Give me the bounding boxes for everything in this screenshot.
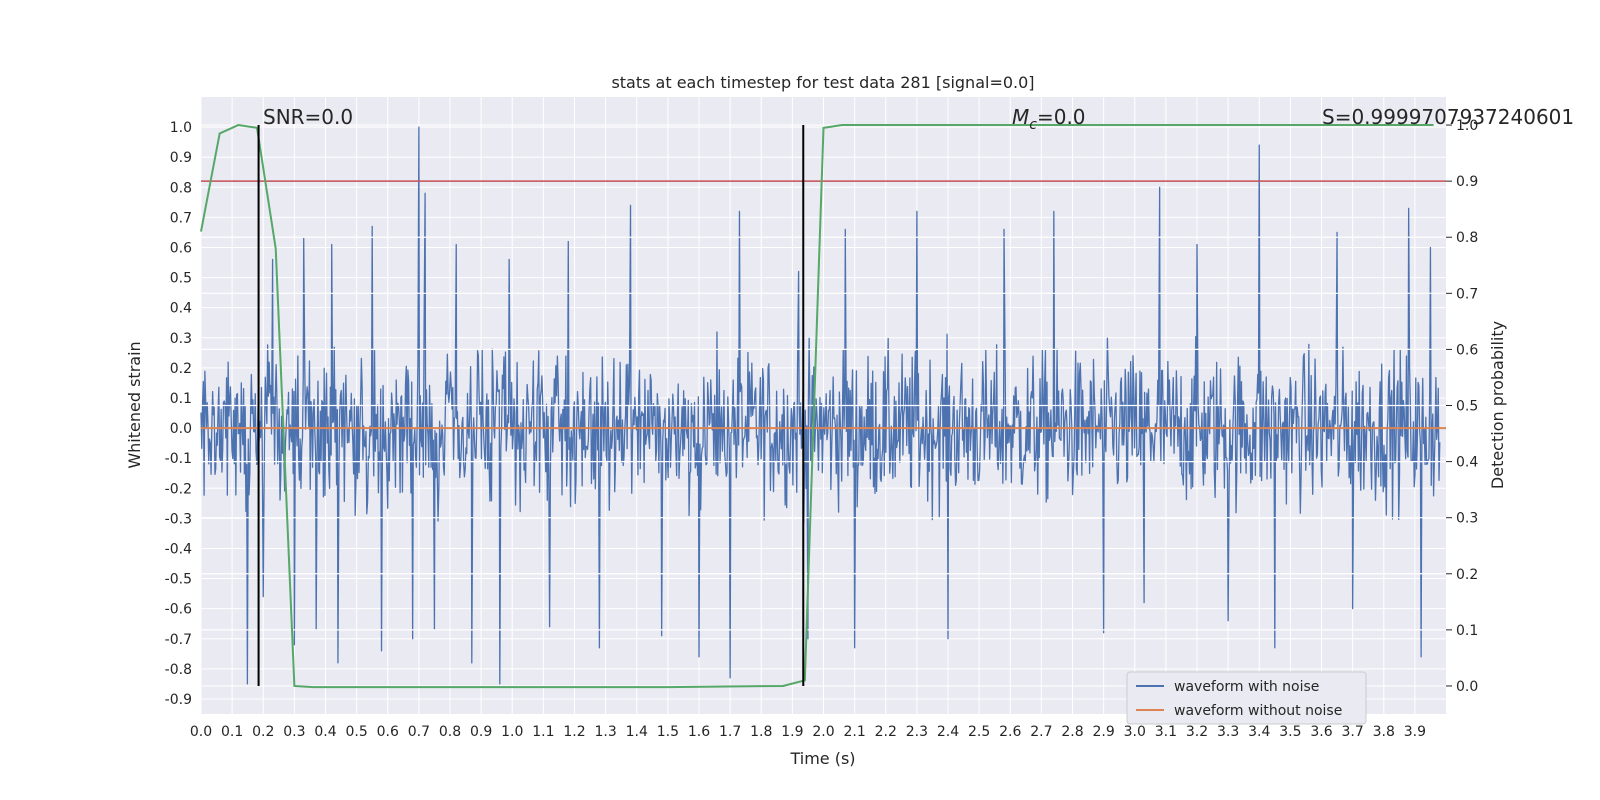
legend: waveform with noise waveform without noi… xyxy=(1126,671,1367,725)
x-tick-label-18: 1.8 xyxy=(750,724,772,740)
x-tick-label-5: 0.5 xyxy=(345,724,367,740)
y2-tick-label-4: 0.4 xyxy=(1456,455,1478,471)
x-tick-label-22: 2.2 xyxy=(875,724,897,740)
y-tick-label-19: 1.0 xyxy=(170,120,192,136)
s-annotation: S=0.9999707937240601 xyxy=(1322,105,1574,129)
y2-tick-label-7: 0.7 xyxy=(1456,286,1478,302)
x-tick-label-27: 2.7 xyxy=(1030,724,1052,740)
y2-tick-label-9: 0.9 xyxy=(1456,174,1478,190)
y-tick-label-8: -0.1 xyxy=(165,451,192,467)
y-tick-label-14: 0.5 xyxy=(170,271,192,287)
x-tick-label-13: 1.3 xyxy=(594,724,616,740)
y2-tick-label-0: 0.0 xyxy=(1456,679,1478,695)
y2-tick-label-8: 0.8 xyxy=(1456,230,1478,246)
x-tick-label-29: 2.9 xyxy=(1092,724,1114,740)
y-tick-label-16: 0.7 xyxy=(170,210,192,226)
legend-label-noise: waveform with noise xyxy=(1174,679,1319,695)
x-tick-label-1: 0.1 xyxy=(221,724,243,740)
x-tick-label-17: 1.7 xyxy=(719,724,741,740)
y-axis-label: Whitened strain xyxy=(125,341,144,468)
x-tick-label-26: 2.6 xyxy=(999,724,1021,740)
y-tick-label-0: -0.9 xyxy=(165,692,192,708)
snr-annotation: SNR=0.0 xyxy=(263,105,353,129)
chart-title: stats at each timestep for test data 281… xyxy=(611,73,1034,92)
x-axis-label: Time (s) xyxy=(789,749,855,768)
x-tick-label-12: 1.2 xyxy=(563,724,585,740)
x-tick-label-39: 3.9 xyxy=(1404,724,1426,740)
y2-tick-label-6: 0.6 xyxy=(1456,342,1478,358)
y-tick-label-17: 0.8 xyxy=(170,180,192,196)
y-tick-label-1: -0.8 xyxy=(165,662,192,678)
legend-box xyxy=(1126,671,1367,725)
x-tick-label-11: 1.1 xyxy=(532,724,554,740)
x-tick-label-0: 0.0 xyxy=(190,724,212,740)
y-tick-label-10: 0.1 xyxy=(170,391,192,407)
x-tick-label-24: 2.4 xyxy=(937,724,959,740)
y2-tick-label-10: 1.0 xyxy=(1456,118,1478,134)
x-tick-label-14: 1.4 xyxy=(626,724,648,740)
y-tick-label-7: -0.2 xyxy=(165,481,192,497)
y2-tick-label-2: 0.2 xyxy=(1456,567,1478,583)
x-tick-label-23: 2.3 xyxy=(906,724,928,740)
x-tick-label-16: 1.6 xyxy=(688,724,710,740)
y-tick-label-2: -0.7 xyxy=(165,632,192,648)
x-tick-label-21: 2.1 xyxy=(843,724,865,740)
x-tick-label-33: 3.3 xyxy=(1217,724,1239,740)
mc-subscript: c xyxy=(1029,117,1037,133)
x-tick-label-3: 0.3 xyxy=(283,724,305,740)
x-tick-label-4: 0.4 xyxy=(314,724,336,740)
x-tick-label-31: 3.1 xyxy=(1155,724,1177,740)
x-tick-label-30: 3.0 xyxy=(1124,724,1146,740)
y-tick-label-13: 0.4 xyxy=(170,301,192,317)
x-tick-label-9: 0.9 xyxy=(470,724,492,740)
x-tick-label-34: 3.4 xyxy=(1248,724,1270,740)
mc-value: =0.0 xyxy=(1037,105,1086,129)
y-tick-label-5: -0.4 xyxy=(165,541,192,557)
x-tick-label-25: 2.5 xyxy=(968,724,990,740)
y-tick-label-4: -0.5 xyxy=(165,572,192,588)
x-tick-label-38: 3.8 xyxy=(1373,724,1395,740)
x-tick-label-6: 0.6 xyxy=(377,724,399,740)
x-tick-label-15: 1.5 xyxy=(657,724,679,740)
y2-tick-label-3: 0.3 xyxy=(1456,511,1478,527)
y-tick-label-12: 0.3 xyxy=(170,331,192,347)
y-tick-label-6: -0.3 xyxy=(165,511,192,527)
x-tick-label-36: 3.6 xyxy=(1310,724,1332,740)
mc-annotation: Mc=0.0 xyxy=(1012,105,1086,133)
x-tick-label-19: 1.9 xyxy=(781,724,803,740)
x-tick-label-32: 3.2 xyxy=(1186,724,1208,740)
y2-axis-label: Detection probability xyxy=(1488,321,1507,489)
axes: 0.0 0.1 0.2 0.3 0.4 0.5 0.6 0.7 0.8 0.9 1.0 1.1 1.2 1… xyxy=(165,118,1479,740)
x-tick-label-2: 0.2 xyxy=(252,724,274,740)
x-tick-label-35: 3.5 xyxy=(1279,724,1301,740)
y-tick-label-18: 0.9 xyxy=(170,150,192,166)
y2-tick-label-1: 0.1 xyxy=(1456,623,1478,639)
series-waveform-with-noise xyxy=(200,126,1441,685)
y2-tick-label-5: 0.5 xyxy=(1456,399,1478,415)
y-tick-label-15: 0.6 xyxy=(170,240,192,256)
x-tick-label-37: 3.7 xyxy=(1341,724,1363,740)
x-tick-label-20: 2.0 xyxy=(812,724,834,740)
x-tick-label-8: 0.8 xyxy=(439,724,461,740)
legend-label-clean: waveform without noise xyxy=(1174,703,1342,719)
x-tick-label-7: 0.7 xyxy=(408,724,430,740)
mc-symbol: M xyxy=(1012,105,1029,129)
noise-series xyxy=(200,126,1441,685)
y-tick-label-3: -0.6 xyxy=(165,602,192,618)
y-tick-label-9: 0.0 xyxy=(170,421,192,437)
x-tick-label-10: 1.0 xyxy=(501,724,523,740)
y-tick-label-11: 0.2 xyxy=(170,361,192,377)
x-tick-label-28: 2.8 xyxy=(1061,724,1083,740)
